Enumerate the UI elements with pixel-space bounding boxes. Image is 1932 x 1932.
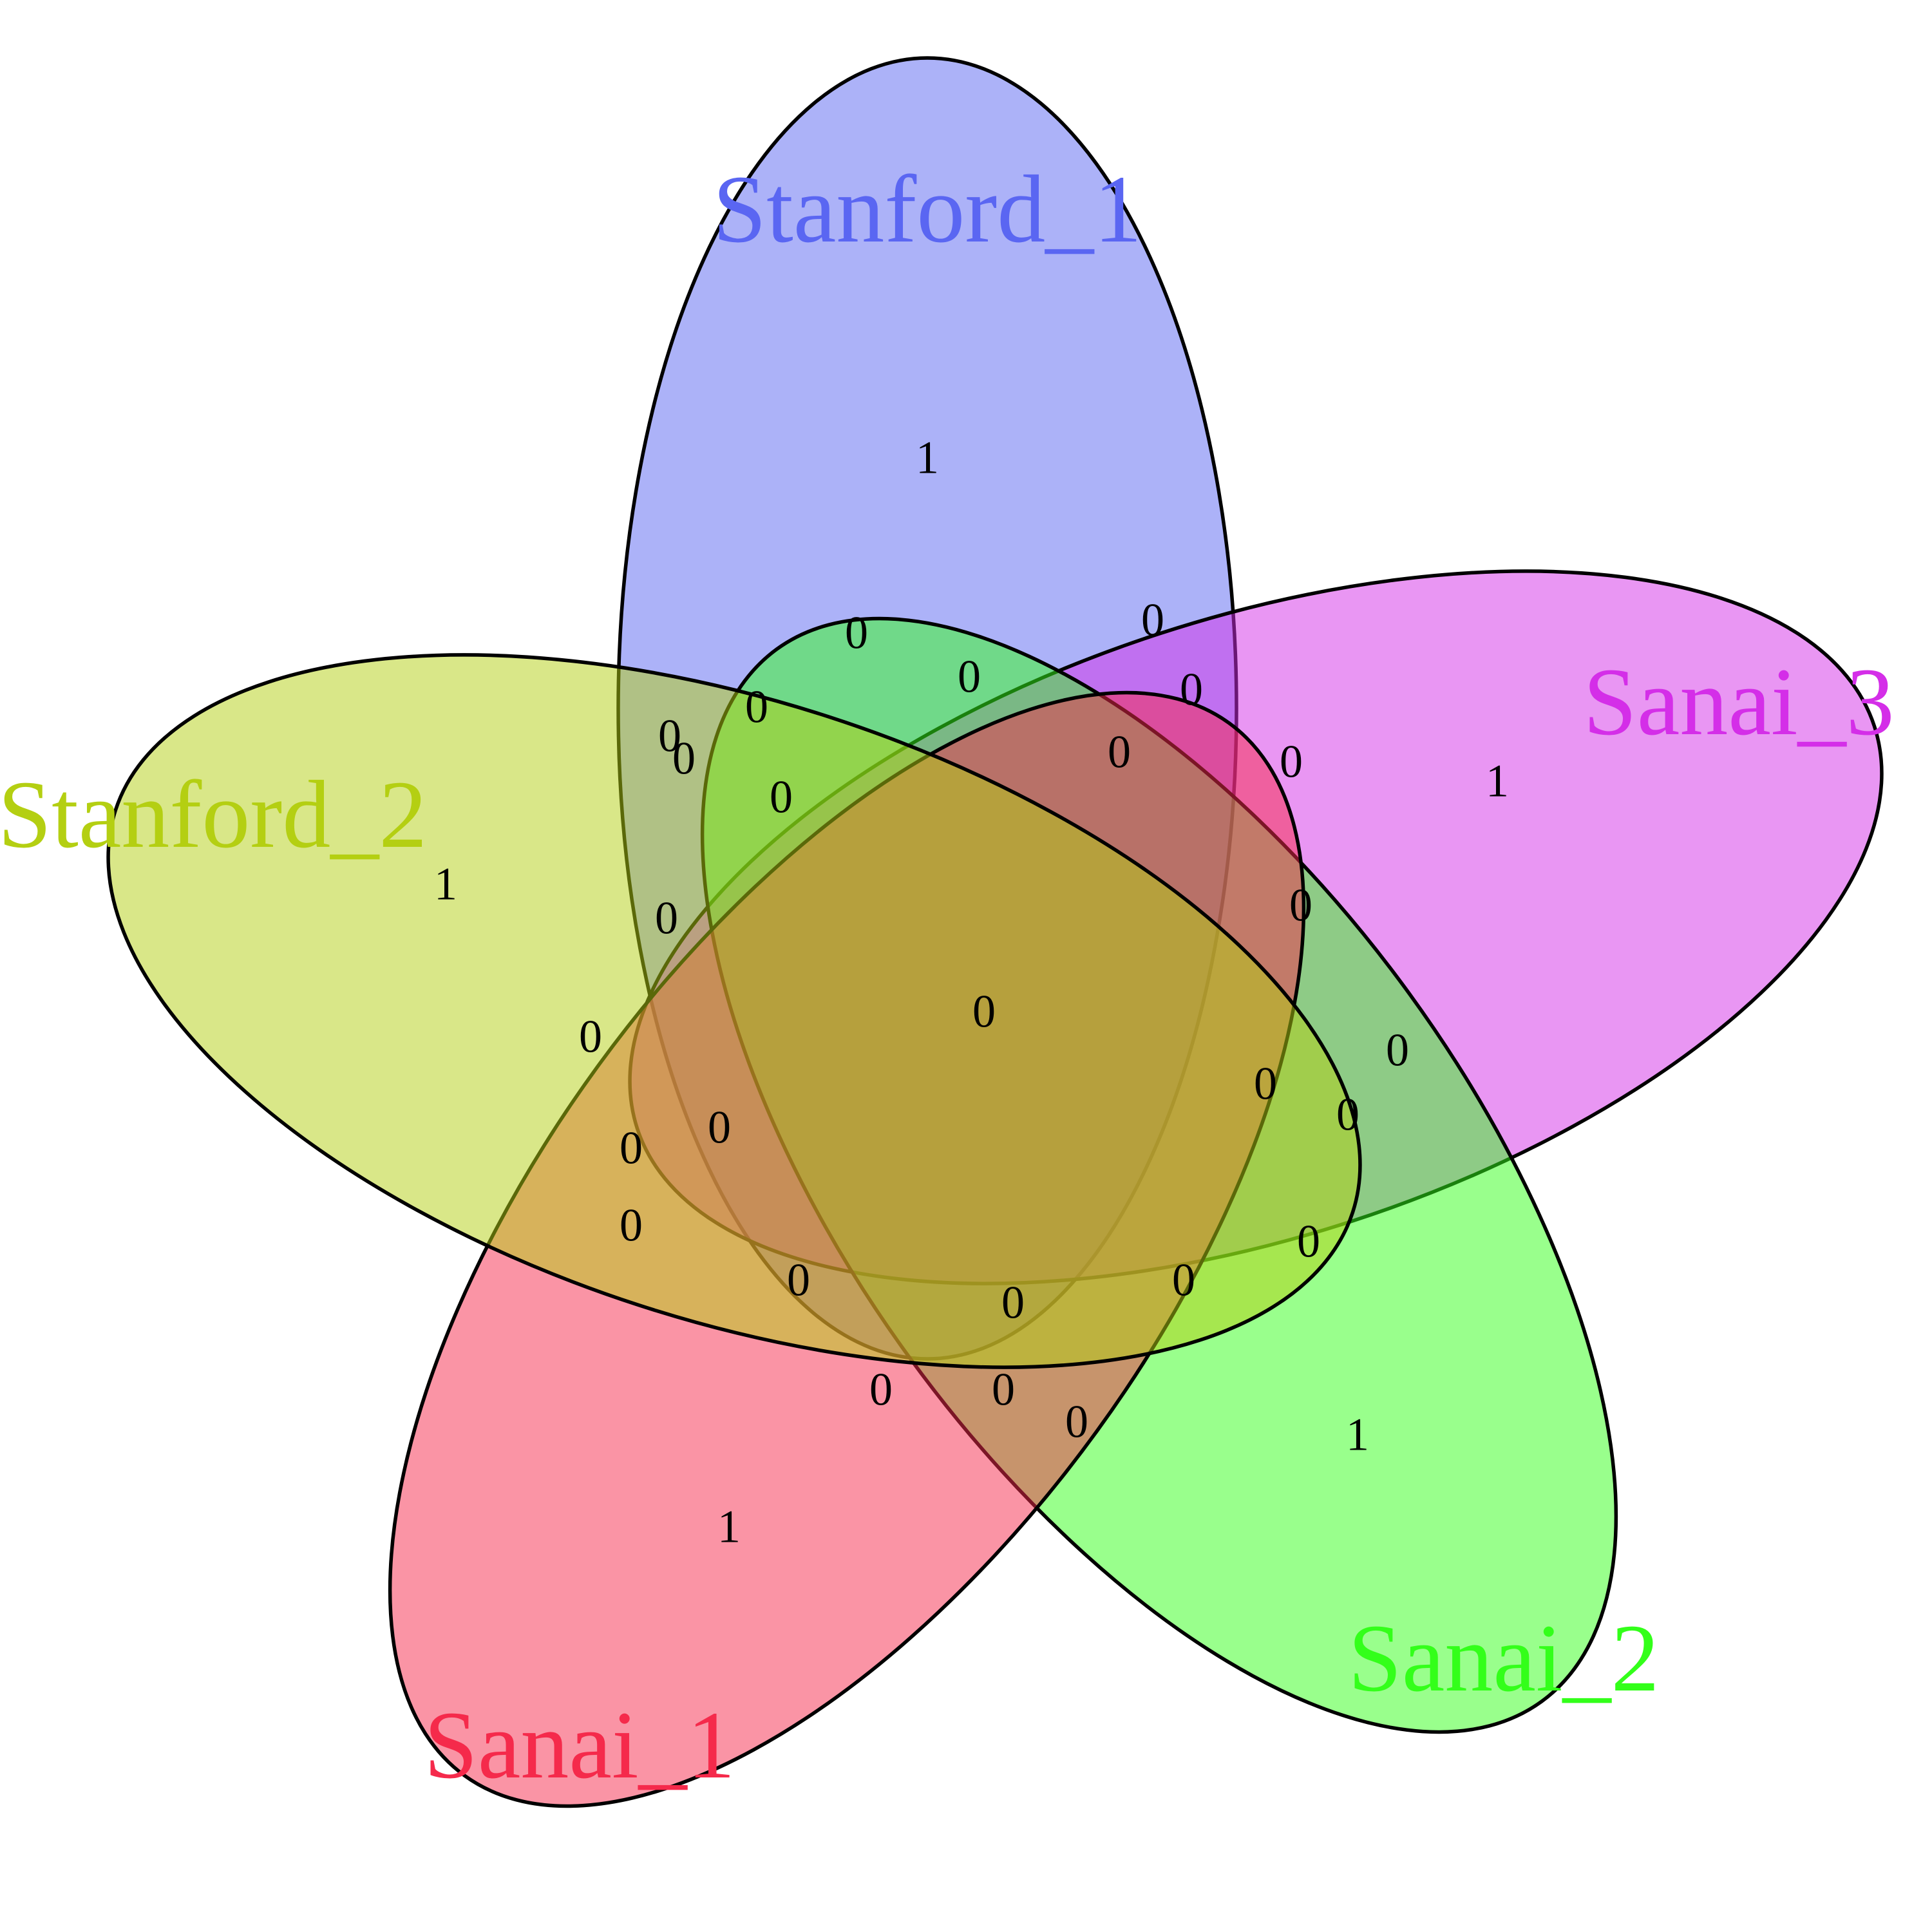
count-overlap: 0 <box>708 1102 731 1153</box>
count-overlap: 0 <box>770 772 793 823</box>
count-overlap: 0 <box>1297 1216 1320 1267</box>
set-labels: Stanford_1 Sanai_3 Sanai_2 Sanai_1 Stanf… <box>0 156 1895 1799</box>
venn-ellipses <box>106 56 1884 1808</box>
label-sanai-2: Sanai_2 <box>1348 1605 1659 1712</box>
label-sanai-3: Sanai_3 <box>1583 649 1894 755</box>
count-overlap: 0 <box>1386 1025 1409 1076</box>
count-overlap: 0 <box>1172 1255 1195 1306</box>
count-overlap: 0 <box>1065 1396 1088 1448</box>
count-overlap: 0 <box>1254 1058 1277 1110</box>
label-stanford-2: Stanford_2 <box>0 761 427 868</box>
count-sanai-2-only: 1 <box>1346 1409 1369 1461</box>
count-overlap: 0 <box>1141 594 1164 646</box>
count-overlap: 0 <box>620 1122 643 1174</box>
label-sanai-1: Sanai_1 <box>424 1692 735 1799</box>
label-stanford-1: Stanford_1 <box>713 156 1142 263</box>
count-stanford-1-only: 1 <box>916 432 939 484</box>
count-sanai-1-only: 1 <box>717 1501 741 1553</box>
count-overlap: 0 <box>658 710 681 762</box>
ellipse-stanford-2 <box>106 653 1362 1369</box>
count-overlap: 0 <box>1280 736 1303 788</box>
region-counts: 1 1 1 1 1 0 0 0 0 0 0 0 0 0 0 0 0 0 0 0 … <box>434 432 1509 1553</box>
count-overlap: 0 <box>655 893 678 944</box>
count-overlap: 0 <box>620 1200 643 1251</box>
count-all-sets: 0 <box>972 986 996 1037</box>
count-overlap: 0 <box>992 1364 1015 1416</box>
count-overlap: 0 <box>1180 664 1203 715</box>
count-overlap: 0 <box>1001 1277 1025 1329</box>
count-stanford-2-only: 1 <box>434 858 457 910</box>
count-overlap: 0 <box>672 733 696 784</box>
count-overlap: 0 <box>869 1364 893 1416</box>
count-overlap: 0 <box>1108 726 1131 778</box>
count-overlap: 0 <box>1289 880 1312 931</box>
count-overlap: 0 <box>958 651 981 703</box>
count-sanai-3-only: 1 <box>1486 755 1509 807</box>
count-overlap: 0 <box>745 681 768 733</box>
count-overlap: 0 <box>579 1011 602 1063</box>
count-overlap: 0 <box>1336 1089 1359 1141</box>
count-overlap: 0 <box>845 607 868 659</box>
count-overlap: 0 <box>787 1255 810 1306</box>
